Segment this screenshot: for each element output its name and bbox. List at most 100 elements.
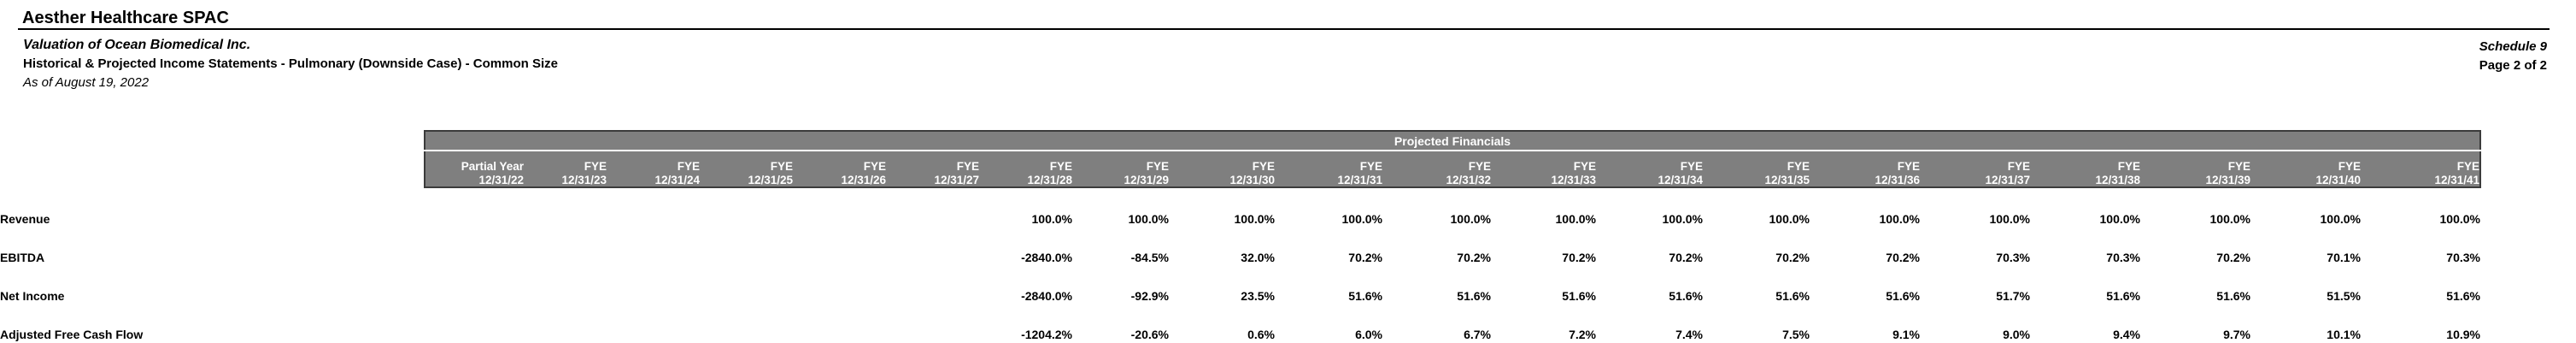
value-cell xyxy=(607,187,700,226)
value-cell: 100.0% xyxy=(2320,212,2361,226)
value-cell: 51.6% xyxy=(1348,289,1382,303)
column-date-label: 12/31/23 xyxy=(561,173,607,186)
value-cell: 7.2% xyxy=(1569,328,1596,341)
value-cell xyxy=(700,303,793,341)
value-cell: 70.2% xyxy=(1562,251,1596,264)
value-cell: 70.3% xyxy=(1996,251,2030,264)
value-cell: 51.6% xyxy=(1457,289,1491,303)
value-cell: 70.1% xyxy=(2327,251,2361,264)
table-row: Adjusted Free Cash Flow -1204.2% -20.6% 0.6… xyxy=(0,303,2480,341)
value-cell: 7.4% xyxy=(1675,328,1703,341)
band-left-spacer xyxy=(0,131,425,151)
column-period-label: FYE xyxy=(1897,160,1920,173)
value-cell: 70.2% xyxy=(1457,251,1491,264)
table-body: Revenue 100.0% 100.0% 100.0% 100.0% 100.0% 100… xyxy=(0,187,2480,341)
value-cell: 100.0% xyxy=(1450,212,1491,226)
value-cell xyxy=(425,303,524,341)
report-subtitle: Historical & Projected Income Statements… xyxy=(23,56,558,71)
value-cell: 51.6% xyxy=(2216,289,2250,303)
value-cell: 9.4% xyxy=(2113,328,2140,341)
row-label: Revenue xyxy=(0,212,50,226)
column-date-label: 12/31/22 xyxy=(478,173,524,186)
value-cell: 51.7% xyxy=(1996,289,2030,303)
column-header-12-31-32: FYE 12/31/32 xyxy=(1382,151,1491,188)
column-header-12-31-31: FYE 12/31/31 xyxy=(1275,151,1382,188)
column-period-label: FYE xyxy=(956,160,979,173)
column-header-12-31-41: FYE 12/31/41 xyxy=(2361,151,2481,188)
value-cell xyxy=(700,187,793,226)
value-cell: 100.0% xyxy=(1879,212,1920,226)
value-cell: 100.0% xyxy=(2099,212,2140,226)
value-cell xyxy=(886,264,979,303)
value-cell xyxy=(607,303,700,341)
value-cell xyxy=(793,226,886,264)
value-cell: 70.2% xyxy=(2216,251,2250,264)
value-cell: 70.2% xyxy=(1348,251,1382,264)
page-label: Page 2 of 2 xyxy=(2479,58,2547,73)
value-cell: -2840.0% xyxy=(1021,289,1072,303)
value-cell: 100.0% xyxy=(1234,212,1275,226)
value-cell xyxy=(886,303,979,341)
value-cell: 10.9% xyxy=(2446,328,2480,341)
column-period-label: FYE xyxy=(1049,160,1072,173)
column-period-label: FYE xyxy=(2117,160,2140,173)
value-cell: -20.6% xyxy=(1130,328,1169,341)
value-cell: 51.6% xyxy=(1562,289,1596,303)
column-date-label: 12/31/26 xyxy=(841,173,886,186)
value-cell: 51.5% xyxy=(2327,289,2361,303)
column-period-label: FYE xyxy=(2456,160,2479,173)
column-period-label: FYE xyxy=(1252,160,1275,173)
column-header-12-31-36: FYE 12/31/36 xyxy=(1810,151,1920,188)
value-cell: 100.0% xyxy=(1662,212,1703,226)
value-cell xyxy=(793,187,886,226)
column-date-label: 12/31/25 xyxy=(748,173,793,186)
value-cell: 100.0% xyxy=(2439,212,2480,226)
value-cell: 100.0% xyxy=(1989,212,2030,226)
value-cell: 100.0% xyxy=(1341,212,1382,226)
value-cell: -1204.2% xyxy=(1021,328,1072,341)
column-date-label: 12/31/29 xyxy=(1124,173,1169,186)
schedule-label: Schedule 9 xyxy=(2479,39,2547,54)
column-period-label: Partial Year xyxy=(461,160,524,173)
column-period-label: FYE xyxy=(1359,160,1382,173)
value-cell xyxy=(425,226,524,264)
column-period-label: FYE xyxy=(1680,160,1703,173)
column-header-12-31-26: FYE 12/31/26 xyxy=(793,151,886,188)
column-date-label: 12/31/27 xyxy=(934,173,979,186)
column-date-label: 12/31/35 xyxy=(1764,173,1810,186)
value-cell: 9.7% xyxy=(2223,328,2250,341)
value-cell xyxy=(524,187,607,226)
table-row: EBITDA -2840.0% -84.5% 32.0% 70.2% 70.2% 70.2%… xyxy=(0,226,2480,264)
company-title: Aesther Healthcare SPAC xyxy=(22,9,229,27)
column-header-12-31-28: FYE 12/31/28 xyxy=(979,151,1072,188)
column-date-label: 12/31/28 xyxy=(1027,173,1072,186)
table-head: Projected Financials Partial Year 12/31/22… xyxy=(0,130,2481,188)
column-period-label: FYE xyxy=(2007,160,2030,173)
column-header-12-31-27: FYE 12/31/27 xyxy=(886,151,979,188)
value-cell xyxy=(425,264,524,303)
column-period-label: FYE xyxy=(2227,160,2250,173)
column-date-label: 12/31/40 xyxy=(2315,173,2361,186)
value-cell: 70.3% xyxy=(2106,251,2140,264)
value-cell xyxy=(886,187,979,226)
column-header-12-31-35: FYE 12/31/35 xyxy=(1703,151,1810,188)
value-cell xyxy=(524,303,607,341)
value-cell: 10.1% xyxy=(2327,328,2361,341)
value-cell: 9.1% xyxy=(1892,328,1920,341)
financial-table: Projected Financials Partial Year 12/31/22… xyxy=(0,130,2481,341)
schedule-page-block: Schedule 9 Page 2 of 2 xyxy=(2479,38,2547,75)
column-period-label: FYE xyxy=(2338,160,2361,173)
column-date-label: 12/31/30 xyxy=(1229,173,1275,186)
value-cell: -92.9% xyxy=(1130,289,1169,303)
column-header-12-31-40: FYE 12/31/40 xyxy=(2250,151,2361,188)
column-header-12-31-30: FYE 12/31/30 xyxy=(1169,151,1275,188)
column-header-12-31-29: FYE 12/31/29 xyxy=(1072,151,1169,188)
column-date-label: 12/31/34 xyxy=(1658,173,1703,186)
value-cell: 70.3% xyxy=(2446,251,2480,264)
column-header-12-31-25: FYE 12/31/25 xyxy=(700,151,793,188)
column-header-12-31-37: FYE 12/31/37 xyxy=(1920,151,2030,188)
value-cell xyxy=(524,226,607,264)
value-cell: 7.5% xyxy=(1782,328,1810,341)
column-date-label: 12/31/31 xyxy=(1337,173,1382,186)
header-rule xyxy=(18,28,2550,30)
